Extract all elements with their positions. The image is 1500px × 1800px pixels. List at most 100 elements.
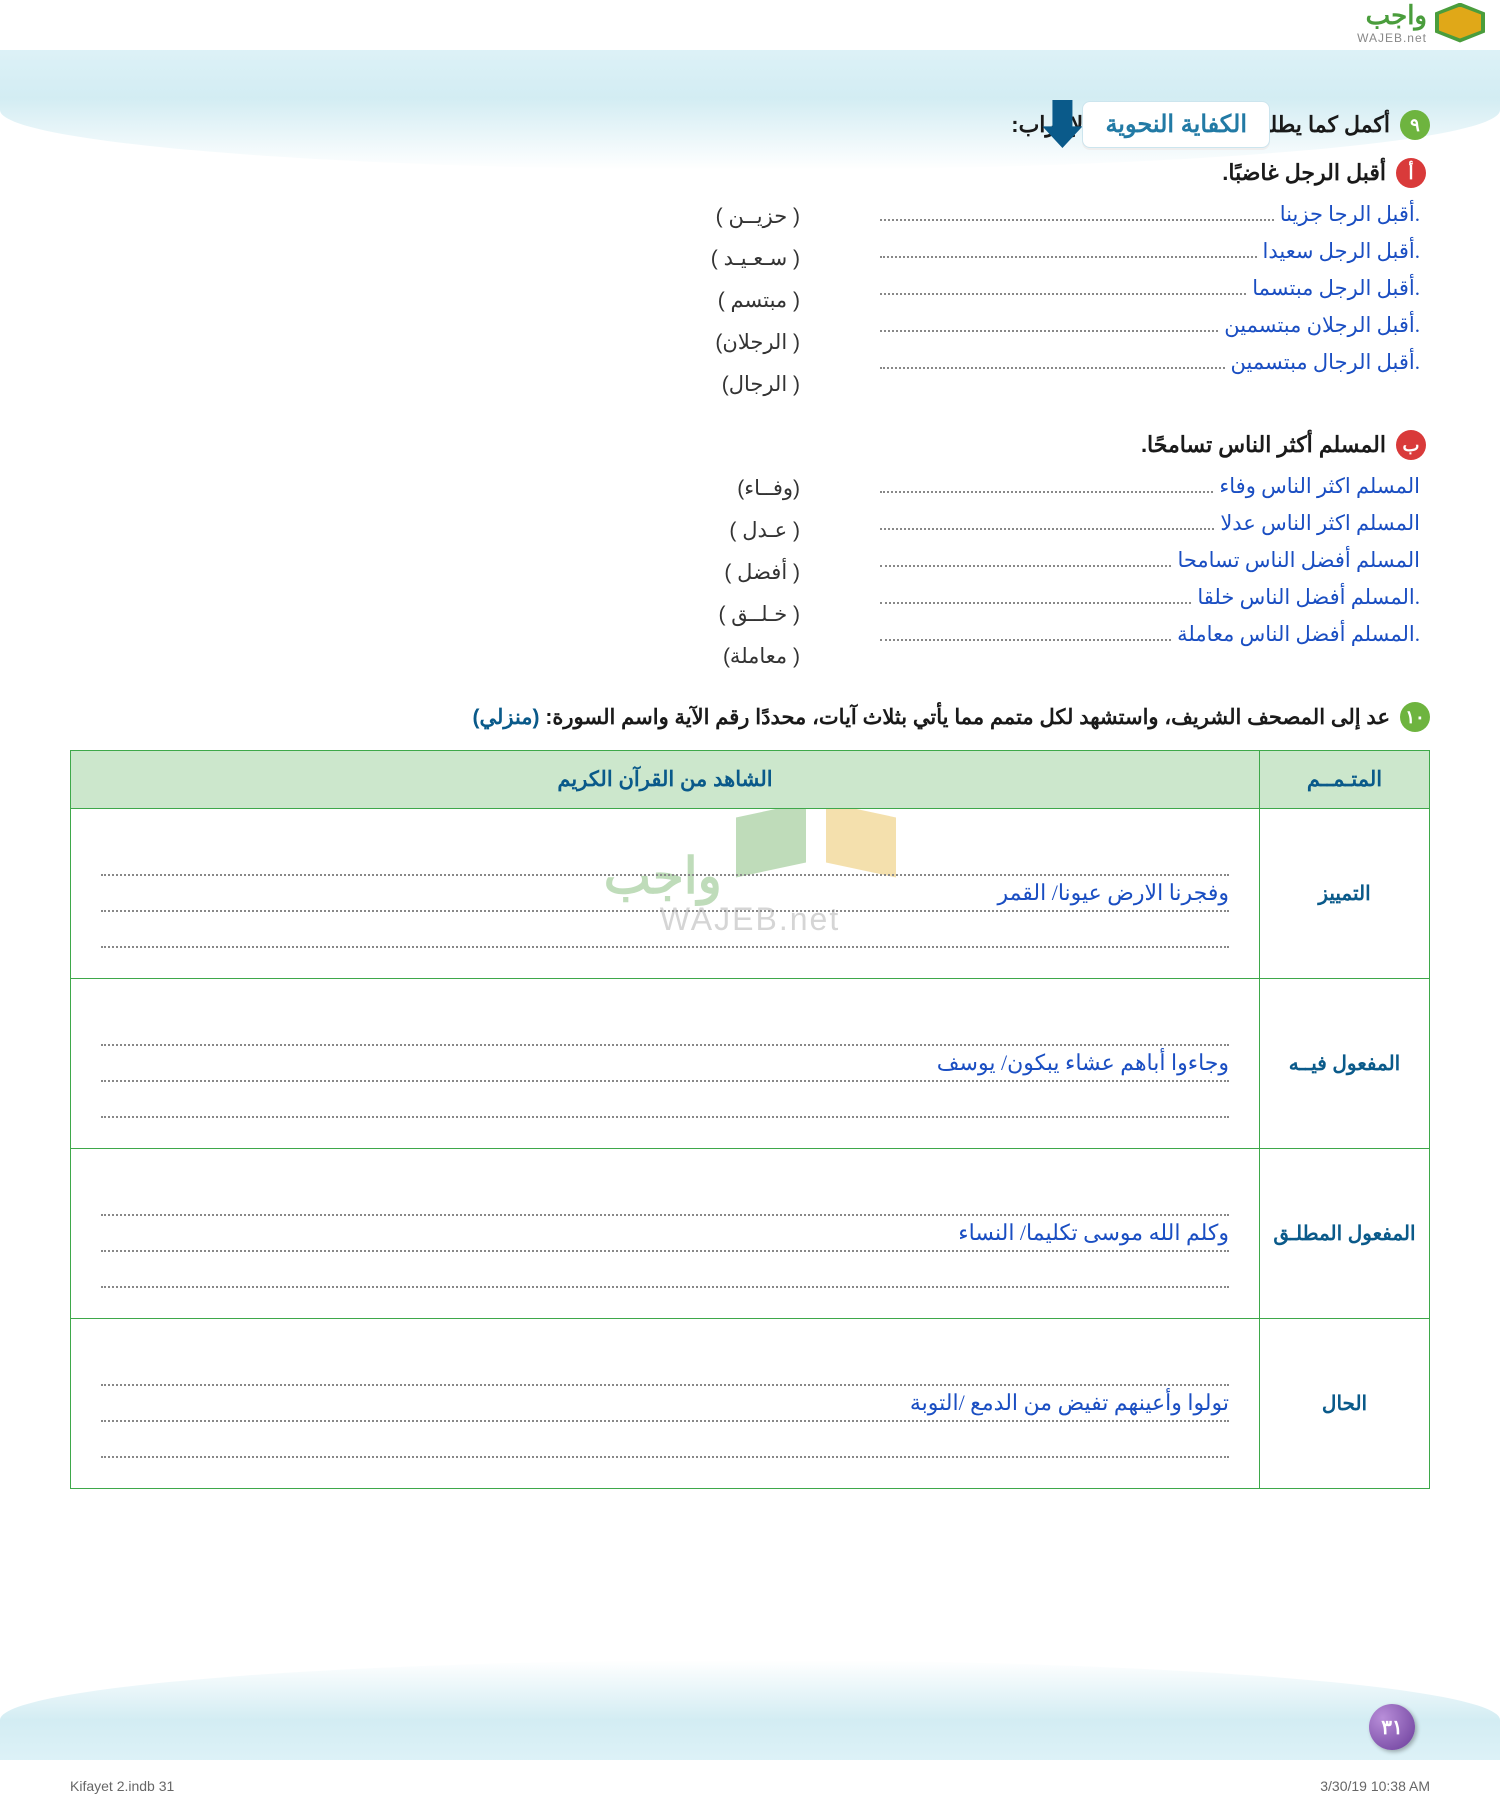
row-content: وكلم الله موسى تكليما/ النساء (71, 1149, 1260, 1319)
answer-text: المسلم أفضل الناس تسامحا (1177, 548, 1420, 573)
section-title: الكفاية النحوية (1082, 101, 1270, 148)
arrow-down-icon (1042, 100, 1082, 148)
q9a-answers-col: .أقبل الرجا جزينا .أقبل الرجل سعيدا .أقب… (880, 200, 1420, 410)
hint-text: ( معاملة) (70, 640, 880, 672)
row-answer: وجاءوا أباهم عشاء يبكون/ يوسف (101, 1046, 1229, 1082)
logo-text-block: واجب WAJEB.net (1357, 0, 1427, 45)
q10-header: ١٠ عد إلى المصحف الشريف، واستشهد لكل متم… (70, 702, 1430, 732)
dotted-line (880, 237, 1257, 258)
dotted-line (880, 509, 1214, 530)
row-label: المفعول المطلـق (1260, 1149, 1430, 1319)
book-icon (1435, 3, 1485, 43)
logo-arabic: واجب (1366, 0, 1427, 31)
dotted-line (101, 912, 1229, 948)
q10-main-text: عد إلى المصحف الشريف، واستشهد لكل متمم م… (545, 706, 1390, 729)
q10-text: عد إلى المصحف الشريف، واستشهد لكل متمم م… (472, 705, 1390, 730)
answer-text: .المسلم أفضل الناس خلقا (1197, 585, 1420, 610)
answer-row: المسلم اكثر الناس وفاء (880, 472, 1420, 499)
row-content: وجاءوا أباهم عشاء يبكون/ يوسف (71, 979, 1260, 1149)
row-label: التمييز (1260, 809, 1430, 979)
table-row: المفعول المطلـق وكلم الله موسى تكليما/ ا… (71, 1149, 1430, 1319)
answer-row: .أقبل الرجا جزينا (880, 200, 1420, 227)
dotted-line (880, 200, 1274, 221)
dotted-line (880, 348, 1225, 369)
footer-right: 3/30/19 10:38 AM (1320, 1778, 1430, 1794)
answer-row: .المسلم أفضل الناس معاملة (880, 620, 1420, 647)
q9b-badge: ب (1396, 430, 1426, 460)
dotted-line (101, 1422, 1229, 1458)
table-row: التمييز وفجرنا الارض عيونا/ القمر (71, 809, 1430, 979)
content-area: الكفاية النحوية ٩ أكمل كما يطلب منك، ومي… (70, 110, 1430, 1489)
dotted-line (880, 620, 1171, 641)
dotted-line (101, 1180, 1229, 1216)
table-header-col1: المتـمــم (1260, 751, 1430, 809)
hint-text: ( حزيــن ) (70, 200, 880, 232)
answer-row: المسلم اكثر الناس عدلا (880, 509, 1420, 536)
dotted-line (101, 1252, 1229, 1288)
logo-english: WAJEB.net (1357, 31, 1427, 45)
home-tag: (منزلي) (472, 706, 539, 729)
answer-text: المسلم اكثر الناس وفاء (1219, 474, 1420, 499)
hint-text: (وفــاء) (70, 472, 880, 504)
answer-text: .أقبل الرجا جزينا (1280, 202, 1420, 227)
page-number-badge: ٣١ (1369, 1704, 1415, 1750)
dotted-line (880, 472, 1213, 493)
answer-text: .أقبل الرجل سعيدا (1263, 239, 1421, 264)
title-tab: الكفاية النحوية (1047, 100, 1270, 148)
footer-meta: Kifayet 2.indb 31 3/30/19 10:38 AM (0, 1778, 1500, 1794)
hint-text: ( أفضل ) (70, 556, 880, 588)
table-row: المفعول فيــه وجاءوا أباهم عشاء يبكون/ ي… (71, 979, 1430, 1149)
dotted-line (101, 1010, 1229, 1046)
page: واجب WAJEB.net واجب WAJEB.net الكفاية ال… (0, 0, 1500, 1800)
row-label: المفعول فيــه (1260, 979, 1430, 1149)
hint-text: ( مبتسم ) (70, 284, 880, 316)
q10-number-badge: ١٠ (1400, 702, 1430, 732)
dotted-line (880, 546, 1171, 567)
q9b-prompt-text: المسلم أكثر الناس تسامحًا. (1141, 432, 1386, 458)
wave-bottom-decoration (0, 1660, 1500, 1760)
dotted-line (880, 274, 1246, 295)
dotted-line (101, 1082, 1229, 1118)
q9a-block: .أقبل الرجا جزينا .أقبل الرجل سعيدا .أقب… (70, 200, 1430, 410)
row-answer: وفجرنا الارض عيونا/ القمر (101, 876, 1229, 912)
dotted-line (880, 311, 1218, 332)
row-answer: وكلم الله موسى تكليما/ النساء (101, 1216, 1229, 1252)
answer-row: .أقبل الرجل مبتسما (880, 274, 1420, 301)
dotted-line (101, 840, 1229, 876)
site-logo: واجب WAJEB.net (1357, 0, 1485, 45)
answer-text: المسلم اكثر الناس عدلا (1220, 511, 1420, 536)
q9-number-badge: ٩ (1400, 110, 1430, 140)
hint-text: ( الرجلان) (70, 326, 880, 358)
hint-text: ( الرجال) (70, 368, 880, 400)
q9b-block: المسلم اكثر الناس وفاء المسلم اكثر الناس… (70, 472, 1430, 682)
row-answer: تولوا وأعينهم تفيض من الدمع /التوبة (101, 1386, 1229, 1422)
answer-row: .أقبل الرجلان مبتسمين (880, 311, 1420, 338)
answer-text: .أقبل الرجل مبتسما (1252, 276, 1420, 301)
table-row: الحال تولوا وأعينهم تفيض من الدمع /التوب… (71, 1319, 1430, 1489)
answer-text: .أقبل الرجلان مبتسمين (1224, 313, 1420, 338)
row-content: تولوا وأعينهم تفيض من الدمع /التوبة (71, 1319, 1260, 1489)
hint-text: ( سـعـيـد ) (70, 242, 880, 274)
question-9: ٩ أكمل كما يطلب منك، وميّز علامة الإعراب… (70, 110, 1430, 682)
answer-text: .أقبل الرجال مبتسمين (1231, 350, 1420, 375)
q9a-prompt: أ أقبل الرجل غاضبًا. (70, 158, 1426, 188)
dotted-line (880, 583, 1191, 604)
answer-row: .أقبل الرجال مبتسمين (880, 348, 1420, 375)
footer-left: Kifayet 2.indb 31 (70, 1778, 174, 1794)
answer-text: .المسلم أفضل الناس معاملة (1177, 622, 1420, 647)
q9b-hints-col: (وفــاء) ( عـدل ) ( أفضل ) ( خـلــق ) ( … (70, 472, 880, 682)
q9a-hints-col: ( حزيــن ) ( سـعـيـد ) ( مبتسم ) ( الرجل… (70, 200, 880, 410)
q10-table: المتـمــم الشاهد من القرآن الكريم التميي… (70, 750, 1430, 1489)
answer-row: .المسلم أفضل الناس خلقا (880, 583, 1420, 610)
q9a-prompt-text: أقبل الرجل غاضبًا. (1222, 160, 1386, 186)
row-content: وفجرنا الارض عيونا/ القمر (71, 809, 1260, 979)
dotted-line (101, 1350, 1229, 1386)
answer-row: .أقبل الرجل سعيدا (880, 237, 1420, 264)
hint-text: ( خـلــق ) (70, 598, 880, 630)
table-header-col2: الشاهد من القرآن الكريم (71, 751, 1260, 809)
q9b-prompt: ب المسلم أكثر الناس تسامحًا. (70, 430, 1426, 460)
answer-row: المسلم أفضل الناس تسامحا (880, 546, 1420, 573)
q9a-badge: أ (1396, 158, 1426, 188)
hint-text: ( عـدل ) (70, 514, 880, 546)
row-label: الحال (1260, 1319, 1430, 1489)
